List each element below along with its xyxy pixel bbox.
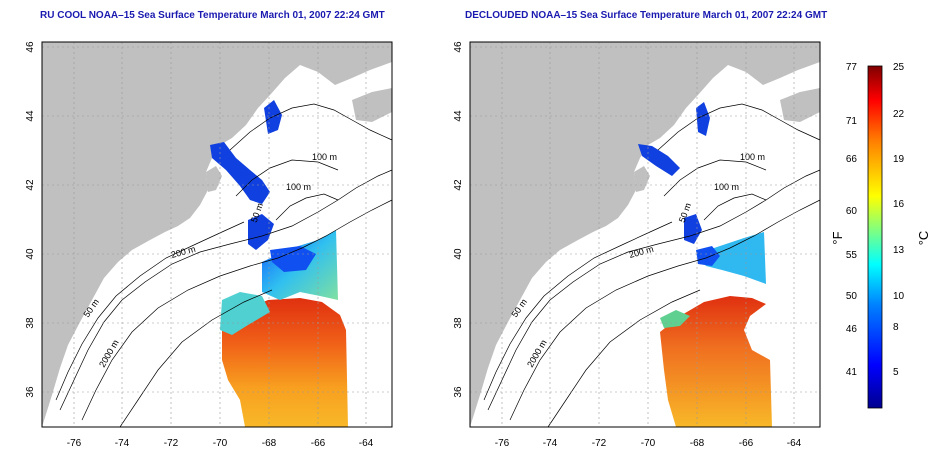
x-tick: -74: [543, 438, 558, 449]
x-tick: -72: [164, 438, 179, 449]
sst-gulf-stream: [222, 298, 348, 427]
sst-cold-gulf-of-maine-2: [696, 102, 710, 136]
sst-slope-water: [696, 232, 766, 284]
x-tick: -64: [787, 438, 802, 449]
y-tick: 46: [25, 41, 36, 53]
sst-cold-shelf: [270, 246, 316, 272]
sst-data-declouded: [638, 102, 772, 427]
celsius-label: °C: [916, 231, 931, 246]
sst-cold-georges-bank: [248, 214, 274, 250]
map-panel-raw: 100 m 100 m 50 m 200 m 50 m 2000 m -76 -…: [25, 41, 393, 449]
x-axis: -76 -74 -72 -70 -68 -66 -64: [67, 438, 374, 449]
contour-label: 100 m: [714, 182, 739, 192]
colorbar-fahrenheit-ticks: 77 71 66 60 55 50 46 41: [846, 62, 858, 378]
sst-shelf-water: [660, 310, 690, 328]
sst-gulf-stream: [660, 296, 772, 427]
celsius-tick: 5: [893, 367, 899, 378]
y-axis: 46 44 42 40 38 36: [453, 41, 464, 398]
y-tick: 44: [453, 110, 464, 122]
x-tick: -72: [592, 438, 607, 449]
sst-shelf-water: [220, 292, 270, 335]
colorbar-celsius-ticks: 25 22 19 16 13 10 8 5: [893, 62, 905, 378]
y-tick: 46: [453, 41, 464, 53]
land-mass: [470, 42, 820, 427]
x-tick: -68: [690, 438, 705, 449]
bathymetry-contours: [55, 103, 393, 428]
sst-cold-gulf-of-maine: [638, 144, 680, 176]
x-tick: -68: [262, 438, 277, 449]
fahrenheit-tick: 41: [846, 367, 858, 378]
celsius-tick: 8: [893, 322, 899, 333]
celsius-tick: 16: [893, 199, 905, 210]
map-panel-declouded: 100 m 100 m 50 m 200 m 50 m 2000 m -76 -…: [453, 41, 821, 449]
x-tick: -76: [495, 438, 510, 449]
sst-cold-shelf: [696, 246, 720, 266]
map-title-raw: RU COOL NOAA–15 Sea Surface Temperature …: [40, 10, 385, 21]
x-tick: -70: [641, 438, 656, 449]
land-mass-cape-cod: [634, 166, 650, 192]
celsius-tick: 25: [893, 62, 905, 73]
x-axis: -76 -74 -72 -70 -68 -66 -64: [495, 438, 802, 449]
map-title-declouded: DECLOUDED NOAA–15 Sea Surface Temperatur…: [465, 10, 828, 21]
land-mass-nova-scotia: [780, 88, 820, 122]
colorbar: 77 71 66 60 55 50 46 41 25 22 19 16 13 1…: [830, 62, 931, 409]
celsius-tick: 22: [893, 109, 905, 120]
x-tick: -76: [67, 438, 82, 449]
grid-lines: [470, 42, 820, 427]
y-tick: 42: [25, 179, 36, 191]
sst-data-raw: [210, 100, 348, 427]
fahrenheit-tick: 60: [846, 206, 858, 217]
sst-cold-gulf-of-maine-1: [210, 142, 270, 204]
x-tick: -64: [359, 438, 374, 449]
fahrenheit-tick: 55: [846, 250, 858, 261]
y-tick: 40: [25, 248, 36, 260]
colorbar-gradient: [867, 65, 883, 409]
y-axis: 46 44 42 40 38 36: [25, 41, 36, 398]
y-tick: 42: [453, 179, 464, 191]
land-mass-cape-cod: [206, 166, 222, 192]
celsius-tick: 19: [893, 154, 905, 165]
land-mass-nova-scotia: [352, 88, 392, 122]
celsius-tick: 10: [893, 291, 905, 302]
y-tick: 40: [453, 248, 464, 260]
y-tick: 44: [25, 110, 36, 122]
fahrenheit-tick: 66: [846, 154, 858, 165]
fahrenheit-tick: 50: [846, 291, 858, 302]
contour-label: 100 m: [286, 182, 311, 192]
contour-label: 100 m: [312, 152, 337, 162]
fahrenheit-label: °F: [830, 231, 845, 244]
x-tick: -74: [115, 438, 130, 449]
bathymetry-contours: [483, 103, 821, 428]
contour-label: 100 m: [740, 152, 765, 162]
celsius-tick: 13: [893, 245, 905, 256]
x-tick: -70: [213, 438, 228, 449]
x-tick: -66: [739, 438, 754, 449]
y-tick: 38: [25, 317, 36, 329]
grid-lines: [42, 42, 392, 427]
y-tick: 36: [453, 386, 464, 398]
fahrenheit-tick: 71: [846, 116, 858, 127]
y-tick: 38: [453, 317, 464, 329]
land-mass: [42, 42, 392, 427]
x-tick: -66: [311, 438, 326, 449]
fahrenheit-tick: 46: [846, 324, 858, 335]
fahrenheit-tick: 77: [846, 62, 858, 73]
y-tick: 36: [25, 386, 36, 398]
